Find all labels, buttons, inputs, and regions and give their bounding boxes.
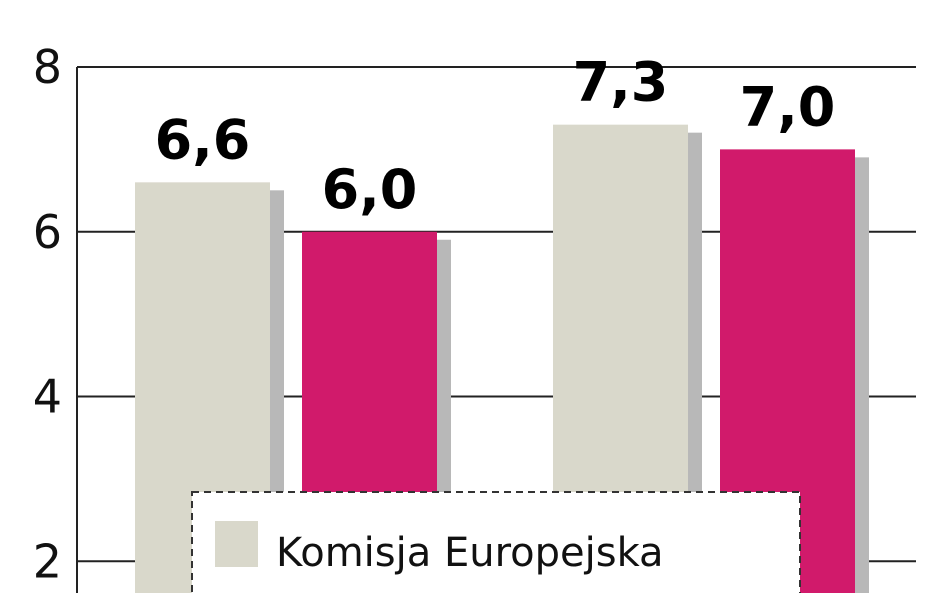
legend-box xyxy=(191,491,801,593)
legend-label-komisja-europejska: Komisja Europejska xyxy=(276,530,664,576)
y-tick-label-4: 4 xyxy=(33,370,62,424)
data-labels: 6,6 7,3 6,0 7,0 xyxy=(155,51,836,221)
data-label-s2-c2: 7,0 xyxy=(740,75,836,138)
legend-swatch-komisja-europejska xyxy=(215,521,258,567)
data-label-s2-c1: 6,0 xyxy=(322,158,418,221)
y-tick-label-6: 6 xyxy=(33,205,62,259)
y-tick-label-8: 8 xyxy=(33,40,62,94)
y-axis-tick-labels: 2 4 6 8 xyxy=(33,40,62,588)
data-label-s1-c1: 6,6 xyxy=(155,108,251,171)
y-tick-label-2: 2 xyxy=(33,534,62,588)
data-label-s1-c2: 7,3 xyxy=(573,51,669,114)
legend: Komisja Europejska xyxy=(191,491,801,593)
